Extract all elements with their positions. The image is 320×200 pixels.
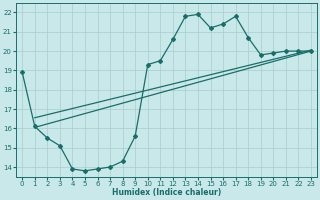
X-axis label: Humidex (Indice chaleur): Humidex (Indice chaleur) [112,188,221,197]
